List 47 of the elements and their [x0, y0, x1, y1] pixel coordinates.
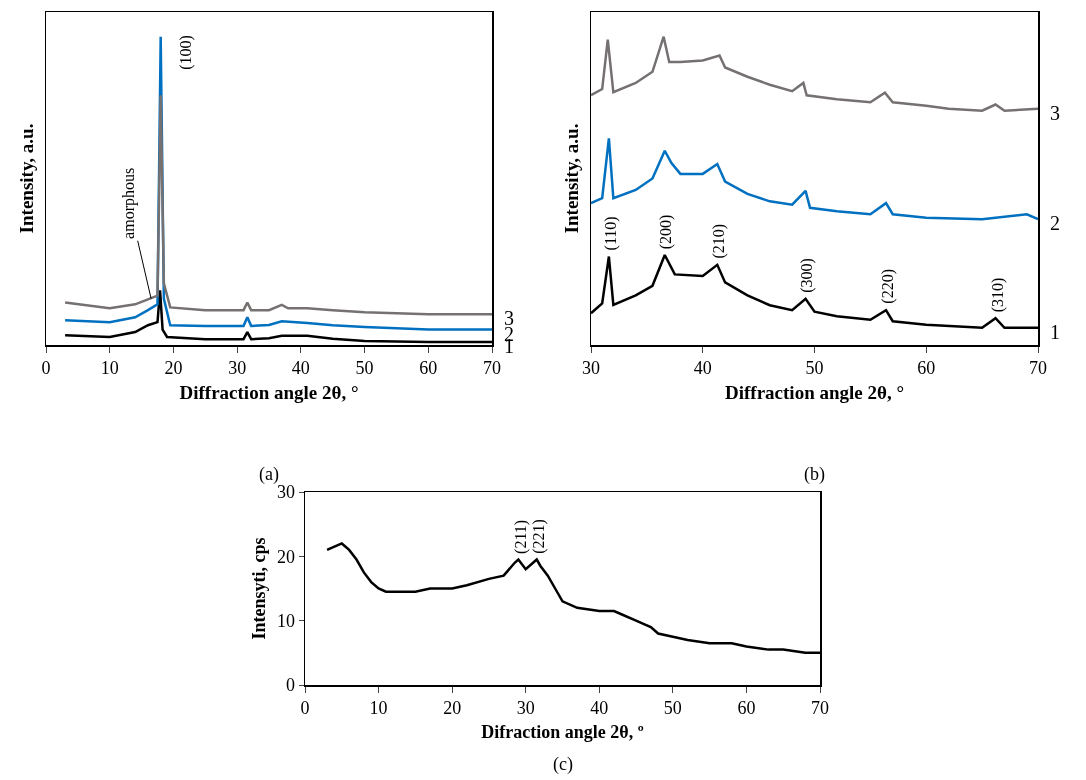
- y-tick-label: 30: [276, 482, 295, 503]
- x-tick-label: 0: [300, 698, 310, 719]
- x-tick-label: 50: [663, 698, 682, 719]
- annotation: (221): [529, 519, 548, 554]
- series-label: 1: [1050, 321, 1060, 343]
- x-tick-label: 60: [737, 698, 756, 719]
- y-tick-label: 0: [285, 675, 295, 696]
- annotation: (110): [602, 216, 621, 251]
- x-tick-label: 60: [419, 358, 438, 379]
- x-tick-label: 0: [41, 358, 51, 379]
- x-tick-label: 20: [164, 358, 183, 379]
- annotation: (100): [176, 35, 195, 70]
- x-tick-label: 70: [811, 698, 829, 719]
- annotation: (200): [657, 214, 676, 250]
- series-label: 3: [1050, 102, 1060, 124]
- y-axis-title: Intensity, a.u.: [560, 123, 582, 234]
- x-tick-label: 10: [100, 358, 119, 379]
- annotation: (211): [511, 519, 530, 554]
- x-tick-label: 70: [1029, 358, 1047, 379]
- y-axis-title: Intensity, a.u.: [15, 123, 37, 234]
- x-axis-title: Diffraction angle 2θ, °: [179, 381, 359, 403]
- x-tick-label: 70: [483, 358, 501, 379]
- x-tick-label: 40: [590, 698, 609, 719]
- x-tick-label: 50: [355, 358, 374, 379]
- text: (b): [804, 464, 825, 485]
- x-tick-label: 30: [516, 698, 535, 719]
- text: (c): [553, 754, 573, 775]
- x-axis-title: Diffraction angle 2θ, °: [725, 381, 904, 403]
- y-axis-title: Intensyti, cps: [249, 537, 270, 640]
- annotation: (220): [879, 269, 898, 304]
- x-axis-title: Difraction angle 2θ, º: [481, 721, 644, 742]
- annotation: (310): [988, 277, 1007, 313]
- annotation: (300): [798, 258, 817, 293]
- x-tick-label: 10: [369, 698, 388, 719]
- x-tick-label: 60: [917, 358, 936, 379]
- annotation: amorphous: [120, 167, 139, 239]
- y-tick-label: 20: [276, 546, 295, 567]
- x-tick-label: 40: [693, 358, 712, 379]
- x-tick-label: 40: [291, 358, 310, 379]
- x-tick-label: 20: [443, 698, 462, 719]
- y-tick-label: 10: [276, 610, 295, 631]
- x-tick-label: 30: [582, 358, 600, 379]
- x-tick-label: 50: [805, 358, 824, 379]
- text: (a): [259, 464, 279, 485]
- x-tick-label: 30: [228, 358, 247, 379]
- series-label: 2: [1050, 212, 1060, 234]
- annotation: (210): [709, 223, 728, 259]
